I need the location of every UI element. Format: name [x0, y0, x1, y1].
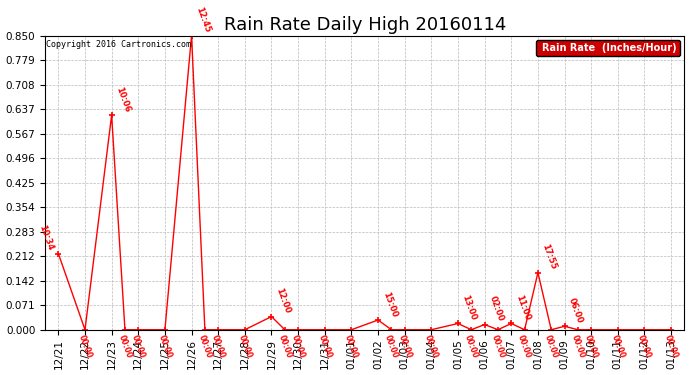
- Text: 15:00: 15:00: [381, 290, 398, 318]
- Text: 06:00: 06:00: [567, 297, 584, 324]
- Text: Copyright 2016 Cartronics.com: Copyright 2016 Cartronics.com: [46, 40, 191, 49]
- Text: 00:00: 00:00: [609, 333, 627, 359]
- Text: 00:00: 00:00: [583, 333, 600, 359]
- Text: 00:00: 00:00: [130, 333, 147, 359]
- Text: 00:00: 00:00: [543, 333, 560, 359]
- Text: 00:00: 00:00: [317, 333, 333, 359]
- Text: 00:00: 00:00: [383, 333, 400, 359]
- Text: 10:34: 10:34: [37, 224, 55, 252]
- Text: 00:00: 00:00: [197, 333, 213, 359]
- Text: 11:00: 11:00: [514, 294, 531, 322]
- Text: 00:00: 00:00: [237, 333, 253, 359]
- Text: 02:00: 02:00: [487, 295, 505, 323]
- Text: 00:00: 00:00: [117, 333, 133, 359]
- Text: 00:00: 00:00: [210, 333, 226, 359]
- Text: 00:00: 00:00: [463, 333, 480, 359]
- Text: 00:00: 00:00: [396, 333, 413, 359]
- Legend: Rain Rate  (Inches/Hour): Rain Rate (Inches/Hour): [536, 40, 680, 56]
- Text: 17:55: 17:55: [540, 243, 558, 271]
- Text: 00:00: 00:00: [157, 333, 173, 359]
- Text: 00:00: 00:00: [636, 333, 653, 359]
- Text: 00:00: 00:00: [490, 333, 506, 359]
- Text: 00:00: 00:00: [277, 333, 293, 359]
- Text: 10:06: 10:06: [115, 86, 132, 114]
- Text: 13:00: 13:00: [461, 294, 478, 322]
- Text: 12:00: 12:00: [274, 287, 292, 315]
- Text: 00:00: 00:00: [516, 333, 533, 359]
- Title: Rain Rate Daily High 20160114: Rain Rate Daily High 20160114: [224, 16, 506, 34]
- Text: 00:00: 00:00: [290, 333, 306, 359]
- Text: 00:00: 00:00: [77, 333, 93, 359]
- Text: 00:00: 00:00: [423, 333, 440, 359]
- Text: 12:45: 12:45: [194, 6, 212, 34]
- Text: 00:00: 00:00: [569, 333, 586, 359]
- Text: 00:00: 00:00: [663, 333, 680, 359]
- Text: 00:00: 00:00: [343, 333, 359, 359]
